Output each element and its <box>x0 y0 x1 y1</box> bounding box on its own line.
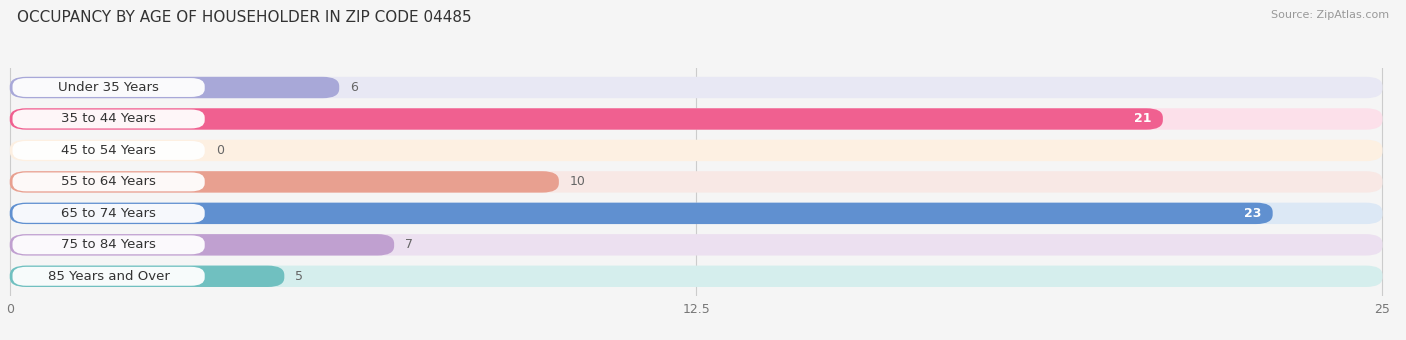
FancyBboxPatch shape <box>10 108 1382 130</box>
FancyBboxPatch shape <box>13 78 205 97</box>
FancyBboxPatch shape <box>10 203 1272 224</box>
Text: Source: ZipAtlas.com: Source: ZipAtlas.com <box>1271 10 1389 20</box>
FancyBboxPatch shape <box>13 267 205 286</box>
FancyBboxPatch shape <box>10 77 1382 98</box>
Text: 85 Years and Over: 85 Years and Over <box>48 270 170 283</box>
Text: 10: 10 <box>569 175 586 188</box>
FancyBboxPatch shape <box>10 77 339 98</box>
FancyBboxPatch shape <box>10 108 1163 130</box>
FancyBboxPatch shape <box>10 266 1382 287</box>
FancyBboxPatch shape <box>10 140 1382 161</box>
FancyBboxPatch shape <box>13 141 205 160</box>
FancyBboxPatch shape <box>10 203 1382 224</box>
FancyBboxPatch shape <box>13 204 205 223</box>
Text: 21: 21 <box>1135 113 1152 125</box>
FancyBboxPatch shape <box>13 235 205 254</box>
Text: 0: 0 <box>215 144 224 157</box>
FancyBboxPatch shape <box>10 234 1382 256</box>
Text: 65 to 74 Years: 65 to 74 Years <box>62 207 156 220</box>
Text: 75 to 84 Years: 75 to 84 Years <box>62 238 156 251</box>
FancyBboxPatch shape <box>10 171 1382 192</box>
Text: OCCUPANCY BY AGE OF HOUSEHOLDER IN ZIP CODE 04485: OCCUPANCY BY AGE OF HOUSEHOLDER IN ZIP C… <box>17 10 471 25</box>
Text: 35 to 44 Years: 35 to 44 Years <box>62 113 156 125</box>
FancyBboxPatch shape <box>10 266 284 287</box>
Text: 55 to 64 Years: 55 to 64 Years <box>62 175 156 188</box>
Text: 45 to 54 Years: 45 to 54 Years <box>62 144 156 157</box>
Text: 7: 7 <box>405 238 413 251</box>
FancyBboxPatch shape <box>13 109 205 129</box>
FancyBboxPatch shape <box>10 171 558 192</box>
FancyBboxPatch shape <box>10 234 394 256</box>
FancyBboxPatch shape <box>13 172 205 191</box>
Text: 5: 5 <box>295 270 304 283</box>
Text: Under 35 Years: Under 35 Years <box>58 81 159 94</box>
Text: 23: 23 <box>1244 207 1261 220</box>
Text: 6: 6 <box>350 81 359 94</box>
